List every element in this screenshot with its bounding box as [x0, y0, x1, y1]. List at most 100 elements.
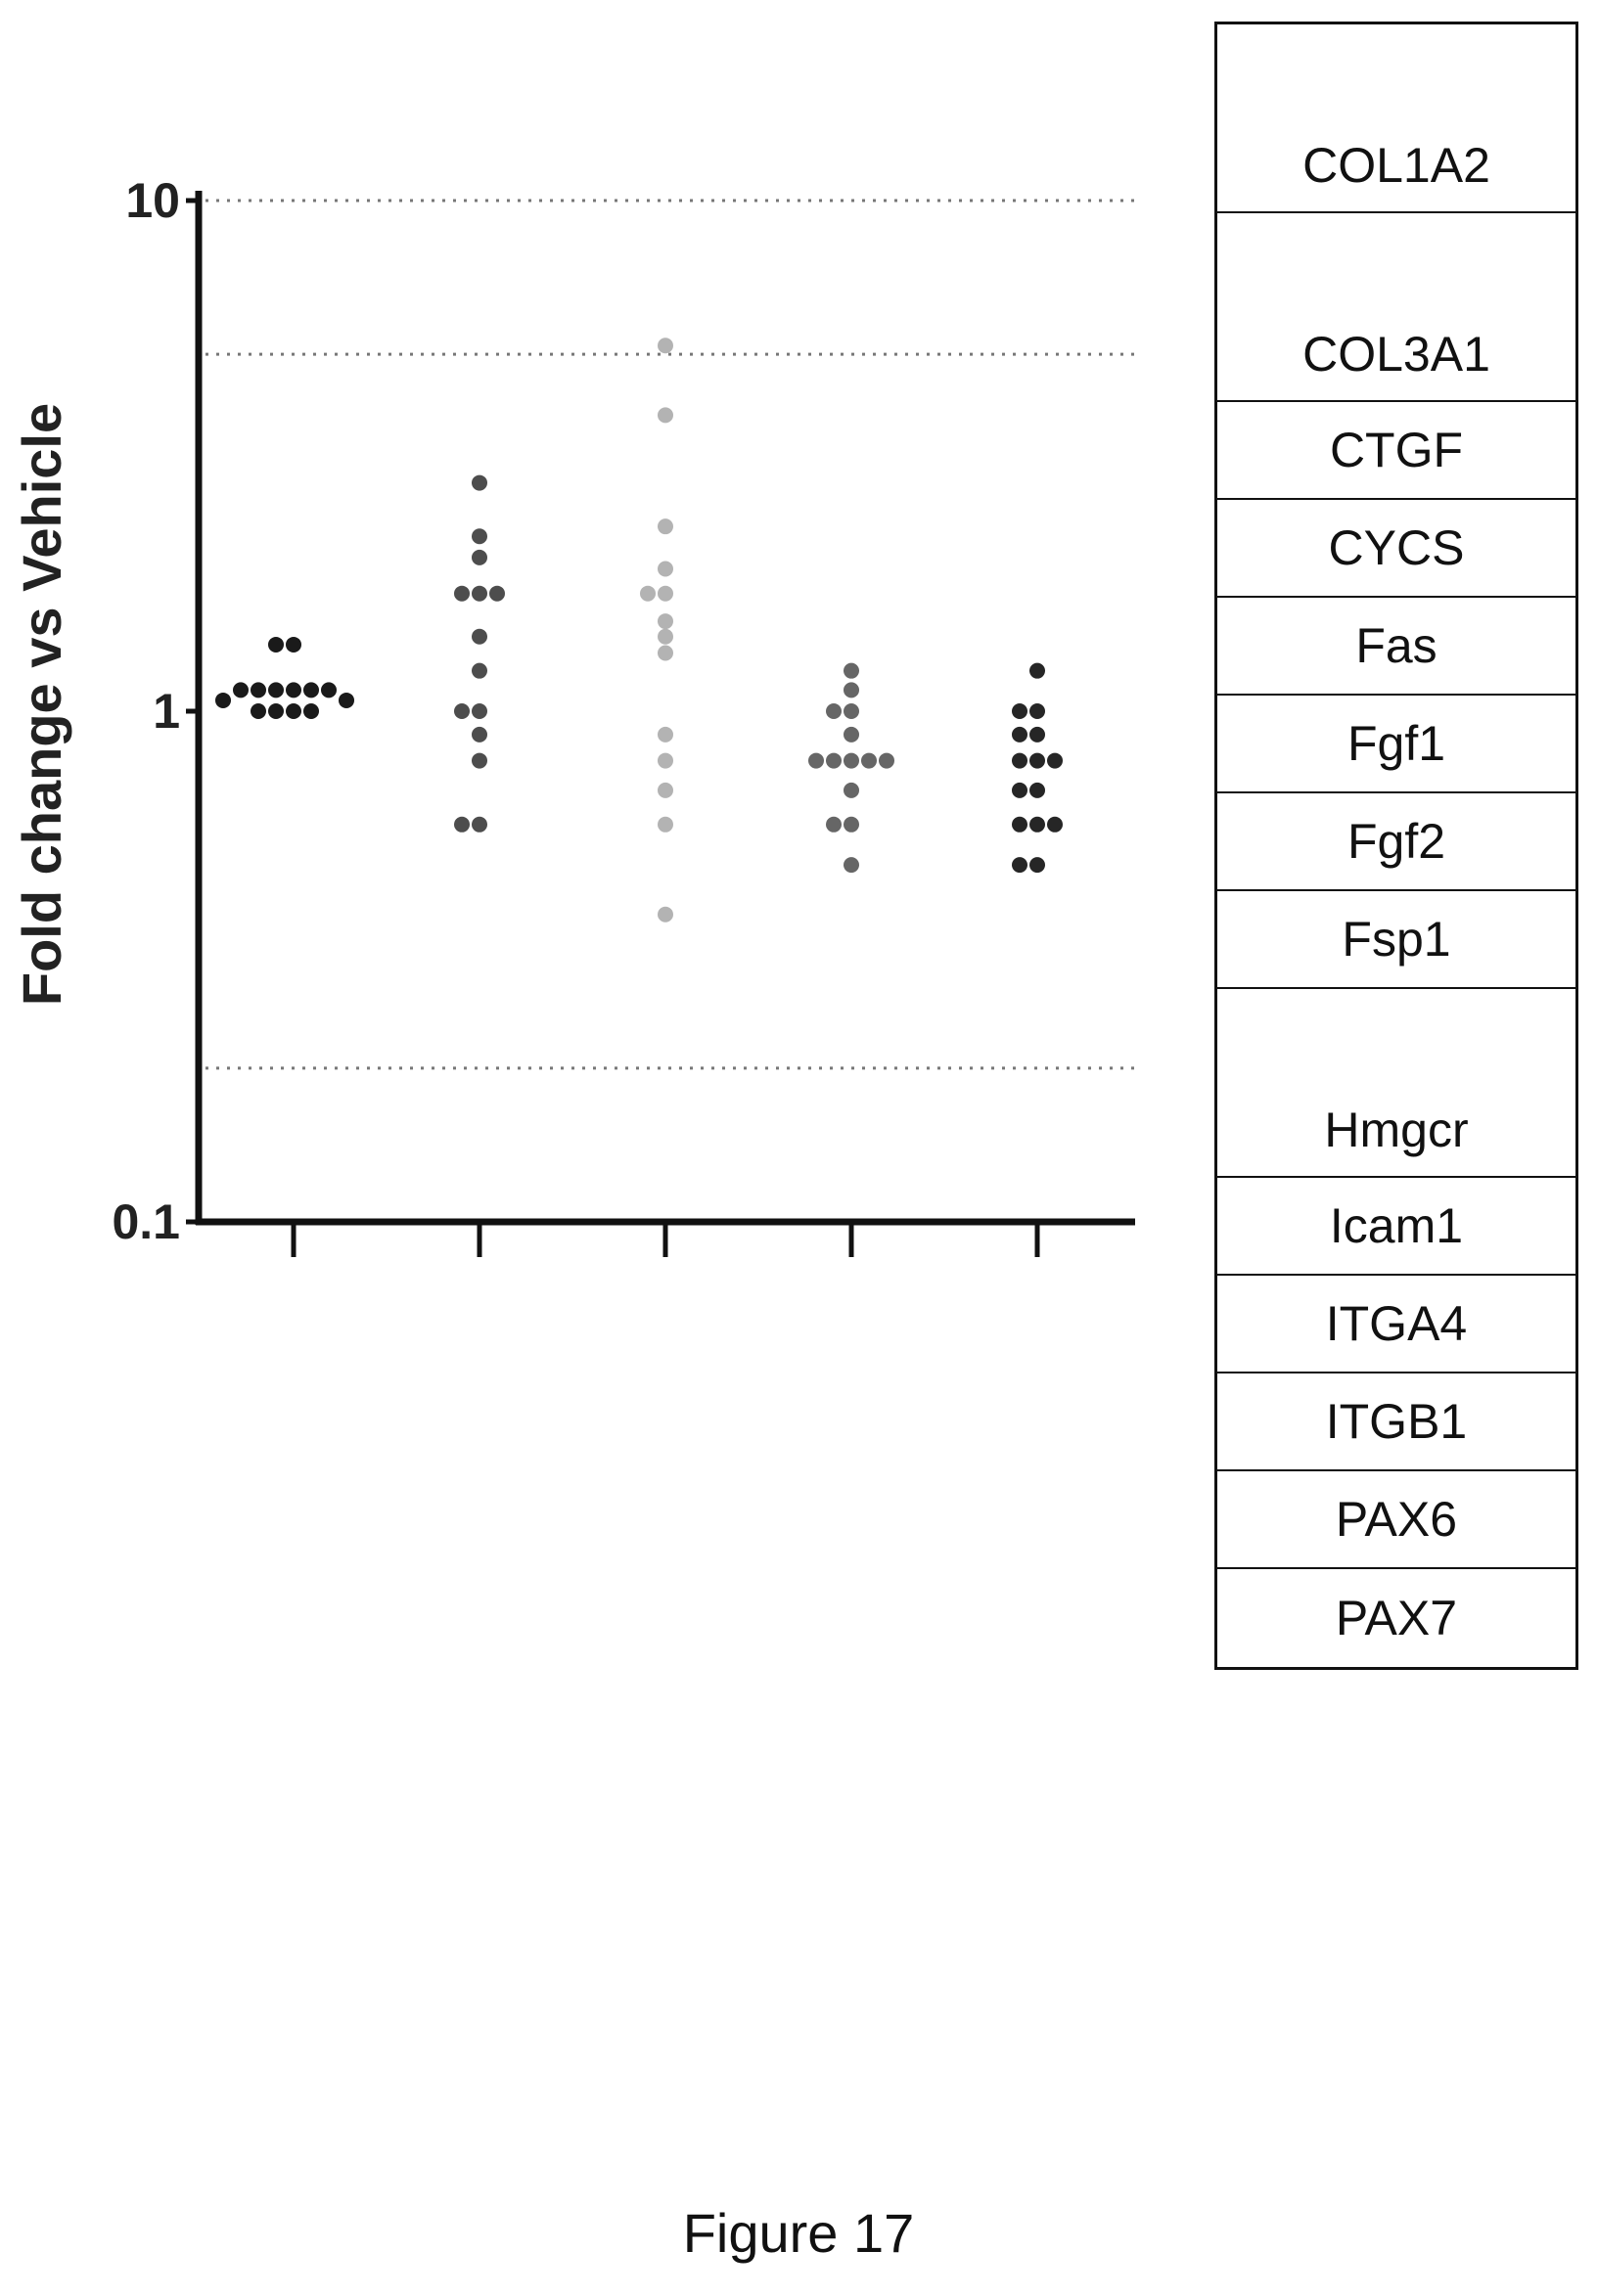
data-point: [658, 726, 673, 743]
data-points: [215, 338, 1063, 923]
gene-label: ITGB1: [1325, 1394, 1468, 1449]
reference-lines: [205, 199, 1135, 1070]
data-point: [658, 585, 673, 602]
data-point: [1012, 816, 1027, 833]
figure-caption: Figure 17: [682, 2202, 915, 2264]
data-point: [844, 857, 859, 874]
gene-row: CYCS: [1217, 500, 1575, 598]
data-point: [268, 636, 284, 653]
data-point: [1012, 782, 1027, 798]
gene-row: Hmgcr: [1217, 989, 1575, 1178]
gene-row: Icam1: [1217, 1178, 1575, 1276]
data-point: [826, 752, 842, 769]
gene-label: ITGA4: [1325, 1296, 1468, 1351]
gene-table: COL1A2 COL3A1 CTGF CYCS Fas Fgf1 Fgf2 Fsp1 Hmgcr…: [1214, 22, 1578, 1670]
data-point: [844, 703, 859, 719]
data-point: [826, 816, 842, 833]
data-point: [844, 782, 859, 798]
data-point: [1029, 816, 1045, 833]
gene-row: PAX7: [1217, 1569, 1575, 1667]
gene-label: Hmgcr: [1324, 1103, 1469, 1157]
data-point: [472, 628, 487, 645]
data-point: [844, 726, 859, 743]
dot-plot: 10 1 0.1 Fold change vs Vehicle: [11, 173, 1135, 1257]
data-point: [844, 752, 859, 769]
data-point: [286, 636, 301, 653]
data-point: [1012, 726, 1027, 743]
gene-row: COL3A1: [1217, 213, 1575, 402]
gene-label: Fas: [1355, 618, 1437, 673]
data-point: [826, 703, 842, 719]
data-point: [658, 613, 673, 630]
data-point: [454, 703, 470, 719]
gene-label: COL3A1: [1302, 327, 1490, 382]
gene-label: Fsp1: [1342, 912, 1451, 967]
data-point: [844, 816, 859, 833]
data-point: [658, 518, 673, 535]
data-point: [215, 692, 231, 708]
data-point: [844, 662, 859, 679]
gene-row: COL1A2: [1217, 24, 1575, 213]
data-point: [1029, 752, 1045, 769]
y-tick-label: 10: [125, 173, 180, 228]
data-point: [658, 407, 673, 424]
data-point: [454, 585, 470, 602]
gene-row: CTGF: [1217, 402, 1575, 500]
data-point: [1012, 703, 1027, 719]
data-point: [658, 645, 673, 661]
data-point: [303, 703, 319, 719]
data-point: [472, 752, 487, 769]
y-tick-label: 0.1: [112, 1194, 180, 1249]
gene-row: ITGB1: [1217, 1373, 1575, 1471]
data-point: [658, 782, 673, 798]
data-point: [658, 561, 673, 577]
data-point: [286, 682, 301, 698]
data-point: [472, 474, 487, 491]
gene-label: COL1A2: [1302, 138, 1490, 193]
data-point: [233, 682, 249, 698]
data-point: [251, 682, 266, 698]
data-point: [640, 585, 656, 602]
y-axis-ticks: 10 1 0.1: [112, 173, 199, 1249]
gene-row: Fgf2: [1217, 793, 1575, 891]
gene-label: CYCS: [1328, 520, 1465, 575]
data-point: [1047, 816, 1063, 833]
gene-label: Icam1: [1329, 1198, 1464, 1253]
data-point: [1029, 782, 1045, 798]
data-point: [251, 703, 266, 719]
data-point: [472, 816, 487, 833]
data-point: [268, 682, 284, 698]
gene-label: CTGF: [1329, 423, 1464, 477]
data-point: [286, 703, 301, 719]
data-point: [454, 816, 470, 833]
gene-row: Fgf1: [1217, 696, 1575, 793]
data-point: [1029, 726, 1045, 743]
data-point: [1012, 857, 1027, 874]
data-point: [268, 703, 284, 719]
data-point: [1029, 703, 1045, 719]
data-point: [658, 628, 673, 645]
data-point: [1012, 752, 1027, 769]
gene-label: Fgf2: [1346, 814, 1446, 869]
data-point: [472, 585, 487, 602]
gene-row: ITGA4: [1217, 1276, 1575, 1373]
x-axis-ticks: [291, 1225, 1040, 1257]
data-point: [1029, 662, 1045, 679]
data-point: [879, 752, 894, 769]
data-point: [658, 816, 673, 833]
data-point: [321, 682, 337, 698]
gene-row: Fas: [1217, 598, 1575, 696]
gene-label: PAX6: [1335, 1492, 1458, 1547]
data-point: [658, 752, 673, 769]
data-point: [472, 703, 487, 719]
data-point: [472, 662, 487, 679]
gene-row: PAX6: [1217, 1471, 1575, 1569]
gene-label: PAX7: [1335, 1591, 1458, 1645]
y-tick-label: 1: [153, 684, 180, 739]
data-point: [472, 528, 487, 545]
data-point: [1029, 857, 1045, 874]
data-point: [658, 906, 673, 923]
data-point: [808, 752, 824, 769]
data-point: [844, 682, 859, 698]
data-point: [1047, 752, 1063, 769]
